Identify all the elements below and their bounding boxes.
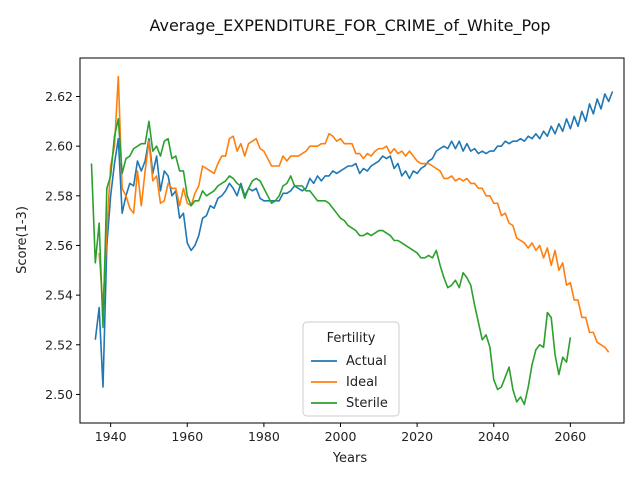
legend-label-actual: Actual <box>346 354 387 369</box>
legend-entries: Actual Ideal Sterile <box>311 354 388 411</box>
series-line-actual <box>94 91 614 388</box>
x-tick-label: 1960 <box>171 429 203 444</box>
y-tick-label: 2.50 <box>45 387 73 402</box>
legend-label-ideal: Ideal <box>346 375 378 390</box>
legend-label-sterile: Sterile <box>346 396 388 411</box>
x-tick-label: 2000 <box>325 429 357 444</box>
chart-title: Average_EXPENDITURE_FOR_CRIME_of_White_P… <box>149 16 550 36</box>
legend: Fertility Actual Ideal Sterile <box>302 321 400 417</box>
x-tick-label: 2060 <box>554 429 586 444</box>
y-tick-label: 2.58 <box>45 188 73 203</box>
x-axis-title: Years <box>332 451 368 466</box>
legend-title: Fertility <box>327 331 376 346</box>
series-line-sterile <box>90 118 572 406</box>
y-tick-label: 2.56 <box>45 238 73 253</box>
y-tick-label: 2.62 <box>45 89 73 104</box>
y-axis: 2.50 2.52 2.54 2.56 2.58 2.60 2.62 <box>45 89 80 402</box>
x-tick-label: 1980 <box>248 429 280 444</box>
x-tick-label: 2020 <box>401 429 433 444</box>
y-tick-label: 2.54 <box>45 288 73 303</box>
legend-box <box>302 321 400 417</box>
x-axis: 1940 1960 1980 2000 2020 2040 2060 <box>95 423 586 444</box>
y-tick-label: 2.60 <box>45 139 73 154</box>
series-layer <box>90 75 614 406</box>
series-line-ideal <box>98 75 610 353</box>
y-tick-label: 2.52 <box>45 337 73 352</box>
plot-frame <box>79 57 625 424</box>
x-tick-label: 2040 <box>478 429 510 444</box>
x-tick-label: 1940 <box>95 429 127 444</box>
y-axis-title: Score(1-3) <box>15 206 30 274</box>
